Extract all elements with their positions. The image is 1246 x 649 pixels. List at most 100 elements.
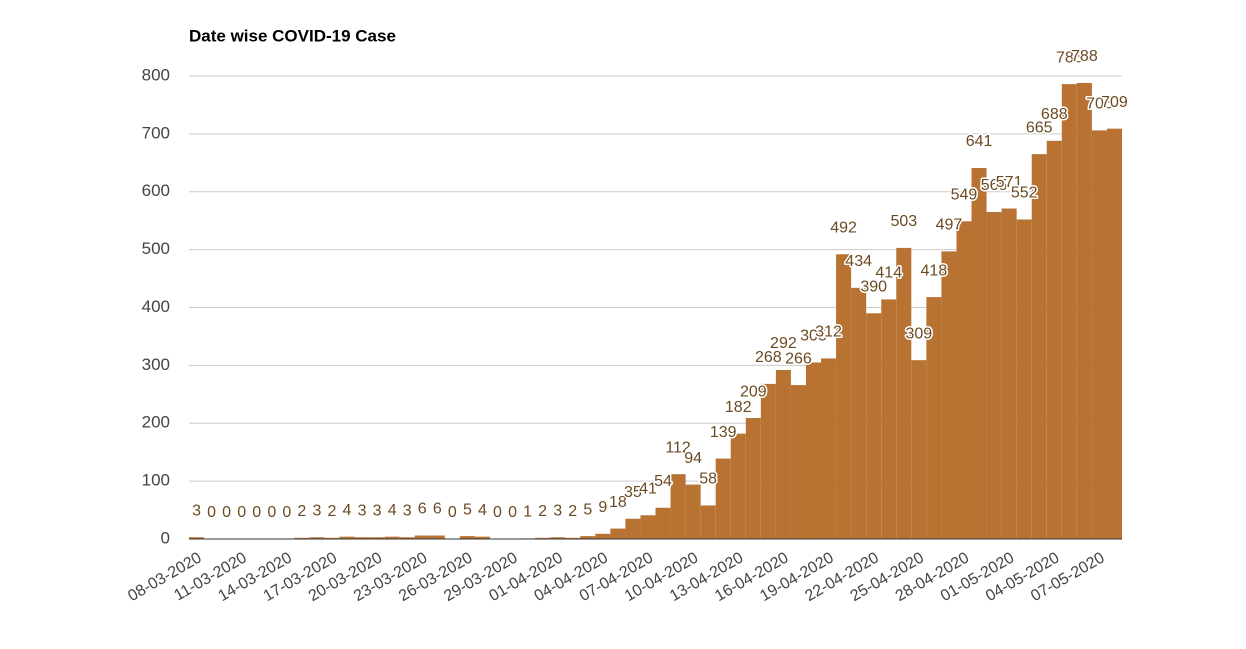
data-label: 0 <box>493 504 502 521</box>
data-label: 5 <box>463 501 472 518</box>
data-label: 788 <box>1071 48 1098 65</box>
bar <box>339 536 355 539</box>
data-label: 309 <box>905 325 932 342</box>
bar <box>700 505 716 539</box>
bar <box>730 433 746 539</box>
bar <box>610 528 626 539</box>
data-label: 268 <box>755 349 782 366</box>
bar <box>986 212 1002 539</box>
bar <box>670 474 686 539</box>
data-label: 418 <box>921 262 948 279</box>
data-label: 390 <box>860 279 887 296</box>
data-label: 786 <box>1056 49 1083 66</box>
bar <box>790 385 806 539</box>
data-label: 6 <box>433 501 442 518</box>
bar <box>866 313 882 539</box>
data-label: 434 <box>845 253 872 270</box>
data-label: 292 <box>770 335 797 352</box>
data-label: 4 <box>343 502 352 519</box>
data-label: 0 <box>207 504 216 521</box>
bar <box>474 536 490 539</box>
data-label: 571 <box>996 174 1023 191</box>
bar <box>565 537 581 539</box>
data-label: 665 <box>1026 119 1053 136</box>
bar <box>595 533 611 539</box>
data-label: 2 <box>297 503 306 520</box>
data-label: 552 <box>1011 185 1038 202</box>
y-tick-label: 200 <box>142 413 170 432</box>
data-label: 9 <box>598 499 607 516</box>
bar <box>821 358 837 539</box>
y-tick-label: 400 <box>142 297 170 316</box>
data-label: 0 <box>267 504 276 521</box>
bar <box>1046 140 1062 539</box>
data-label: 641 <box>966 133 993 150</box>
data-label: 492 <box>830 219 857 236</box>
data-label: 112 <box>665 439 691 456</box>
data-label: 0 <box>508 504 517 521</box>
data-label: 3 <box>312 502 321 519</box>
data-label: 5 <box>583 501 592 518</box>
bar <box>580 536 596 539</box>
data-label: 565 <box>981 177 1008 194</box>
bar <box>911 360 927 539</box>
bar <box>1091 130 1107 539</box>
data-label: 58 <box>699 471 717 488</box>
data-label: 0 <box>448 504 457 521</box>
bar <box>459 536 475 539</box>
data-label: 54 <box>654 473 672 490</box>
bar <box>851 287 867 539</box>
bar <box>971 168 987 540</box>
data-label: 182 <box>725 399 752 416</box>
data-label: 41 <box>639 480 657 497</box>
y-tick-label: 0 <box>161 528 170 547</box>
bar <box>294 537 310 539</box>
bar <box>309 537 325 539</box>
bar <box>715 458 731 539</box>
bar <box>1106 128 1122 539</box>
data-label: 3 <box>403 502 412 519</box>
bar <box>1061 84 1077 539</box>
bar <box>625 518 641 539</box>
y-tick-label: 600 <box>142 181 170 200</box>
data-label: 0 <box>252 504 261 521</box>
y-tick-label: 700 <box>142 123 170 142</box>
bar <box>655 507 671 539</box>
data-label: 6 <box>418 501 427 518</box>
bar <box>775 370 791 539</box>
data-label: 706 <box>1086 96 1113 113</box>
data-label: 3 <box>358 502 367 519</box>
data-label: 0 <box>282 504 291 521</box>
data-label: 312 <box>815 324 842 341</box>
data-label: 414 <box>875 265 902 282</box>
data-label: 3 <box>373 502 382 519</box>
data-label: 503 <box>890 213 917 230</box>
data-label: 2 <box>538 503 547 520</box>
bar <box>881 299 897 539</box>
data-label: 3 <box>192 502 201 519</box>
bar <box>324 537 340 539</box>
data-label: 94 <box>684 450 702 467</box>
data-label: 497 <box>936 217 963 234</box>
y-tick-label: 300 <box>142 355 170 374</box>
bar <box>926 297 942 539</box>
bar <box>896 247 912 540</box>
data-label: 549 <box>951 186 978 203</box>
y-tick-label: 500 <box>142 239 170 258</box>
data-label: 2 <box>328 503 337 520</box>
bar <box>369 537 385 539</box>
bar <box>1031 154 1047 539</box>
data-label: 709 <box>1101 94 1128 111</box>
data-label: 2 <box>568 503 577 520</box>
bar <box>384 536 400 539</box>
bar <box>535 537 551 539</box>
bar <box>805 362 822 539</box>
bar <box>1016 219 1032 539</box>
data-label: 688 <box>1041 106 1068 123</box>
y-tick-label: 100 <box>142 471 170 490</box>
data-label: 0 <box>237 504 246 521</box>
bar <box>1001 208 1017 539</box>
bar <box>956 221 972 540</box>
data-label: 305 <box>800 328 827 345</box>
